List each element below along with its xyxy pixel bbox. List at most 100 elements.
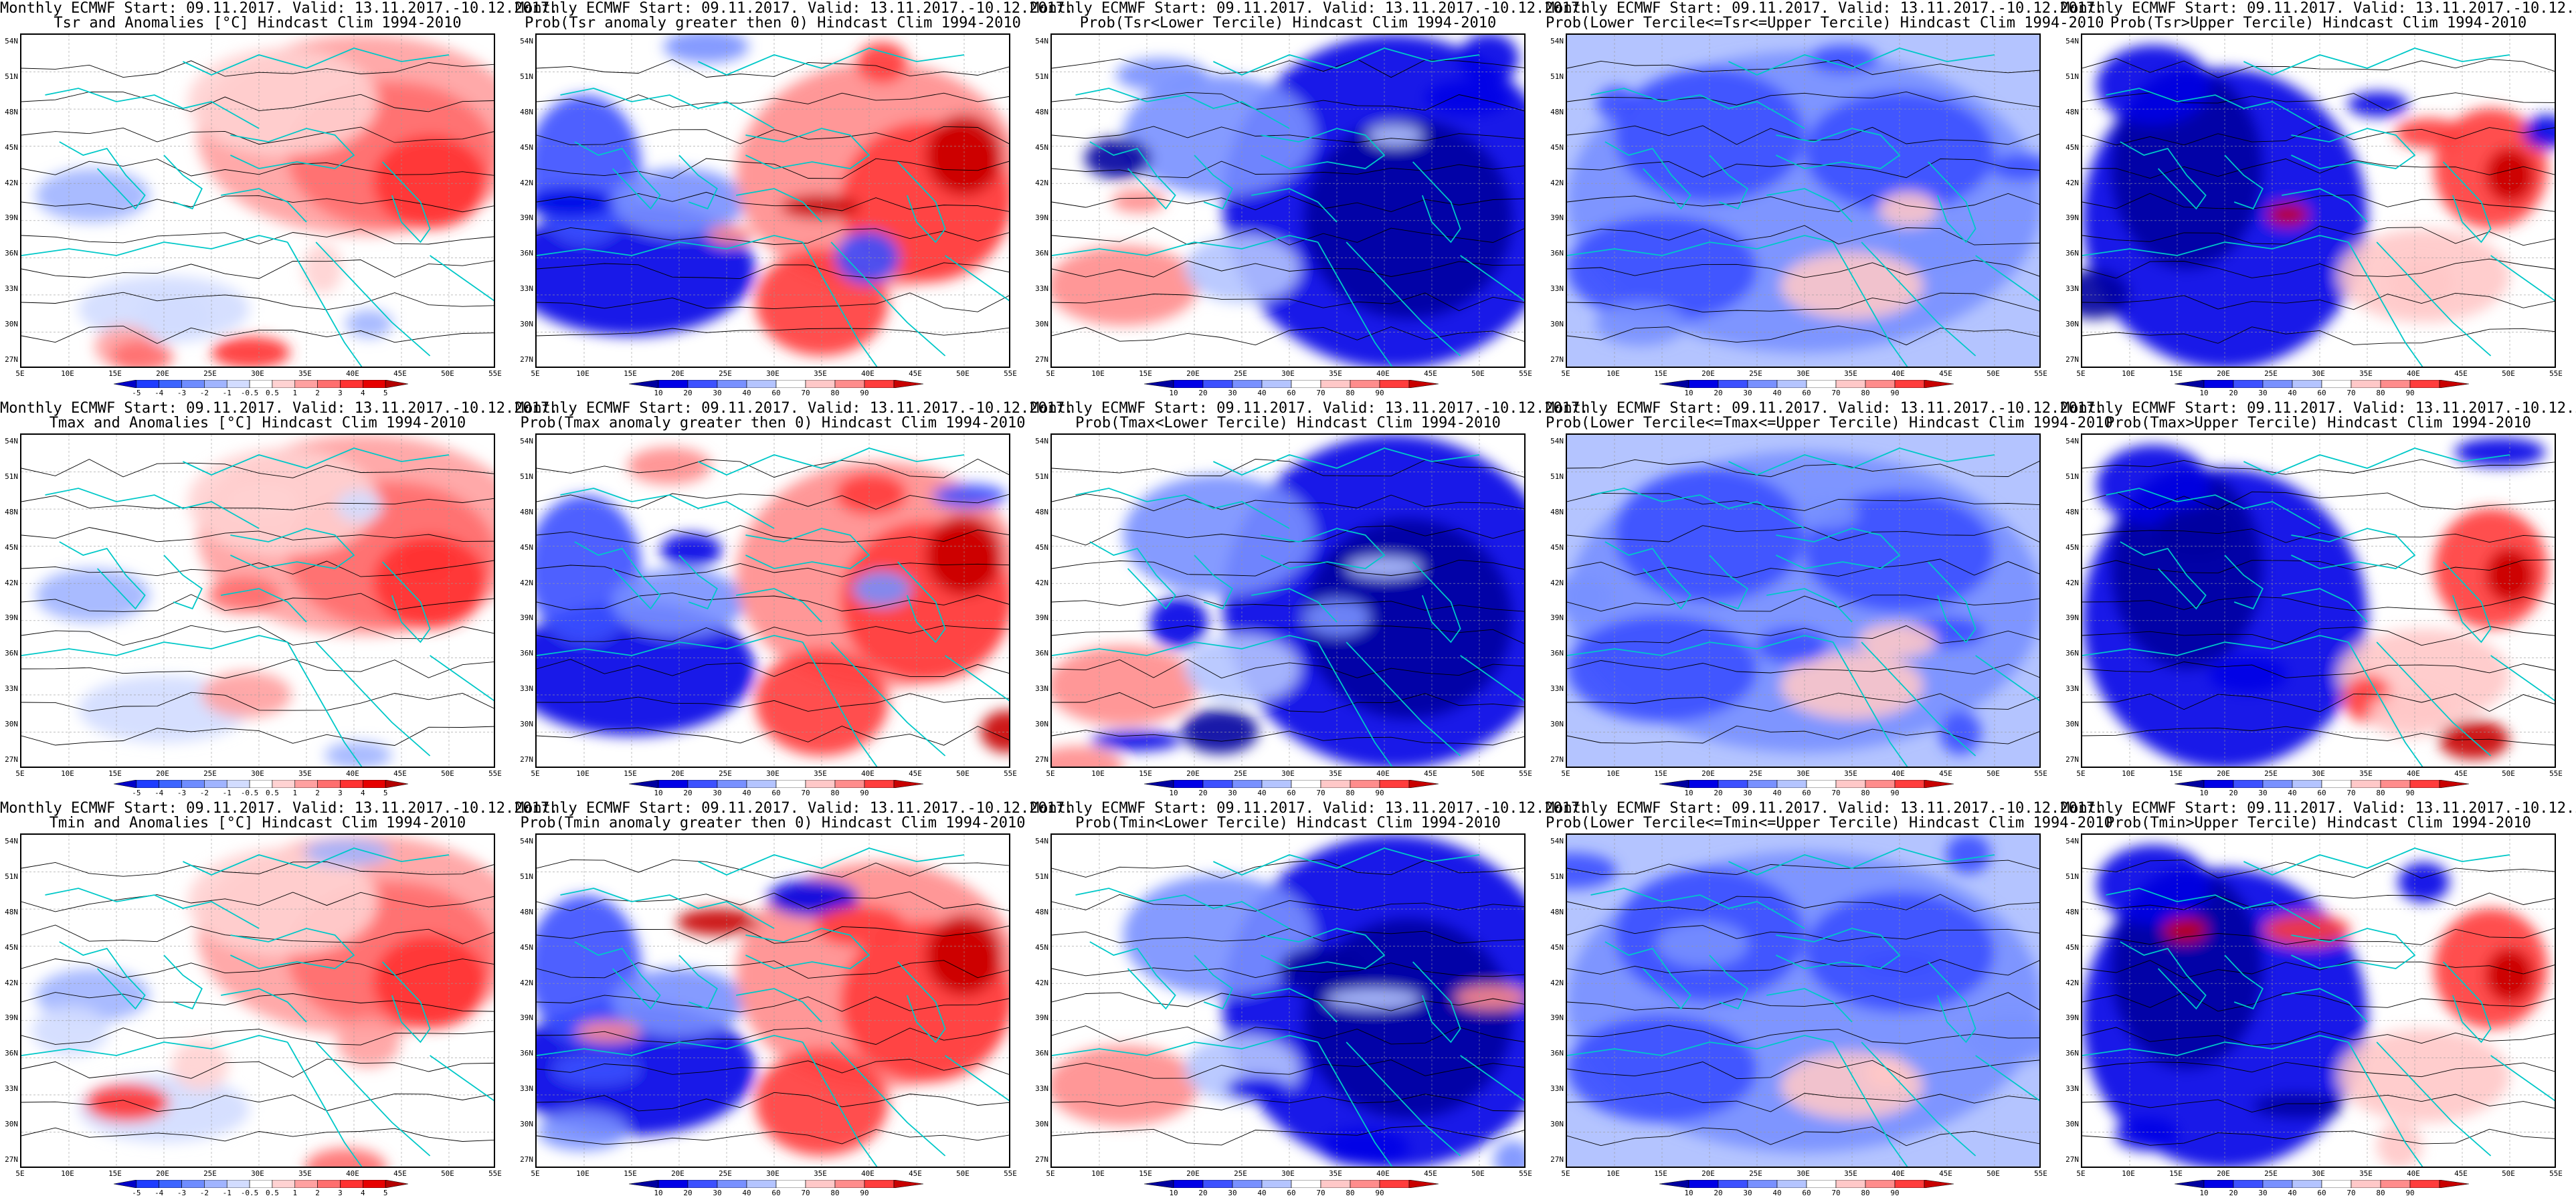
colorbar-tick-label: 60 — [1287, 1189, 1296, 1197]
colorbar-tick-label: -4 — [155, 789, 164, 797]
colorbar-tick-label: -3 — [177, 1189, 187, 1197]
colorbar-tick-label: 30 — [1228, 1189, 1237, 1197]
colorbar-tick-label: 80 — [2376, 389, 2385, 397]
colorbar-swatch — [2233, 780, 2264, 788]
colorbar-tick-label: 40 — [2288, 789, 2297, 797]
colorbar-swatch — [2233, 380, 2264, 388]
lat-tick-label: 42N — [1035, 578, 1048, 587]
lon-tick-label: 20E — [156, 369, 169, 378]
lat-tick-label: 51N — [5, 72, 18, 81]
lon-tick-label: 30E — [251, 369, 264, 378]
map-fill — [21, 835, 494, 1167]
lon-tick-label: 40E — [861, 369, 875, 378]
panel-title: Monthly ECMWF Start: 09.11.2017. Valid: … — [1030, 400, 1589, 417]
lon-tick-label: 35E — [1844, 1169, 1857, 1178]
lon-tick-label: 20E — [1186, 769, 1200, 778]
lat-tick-label: 48N — [1550, 107, 1564, 116]
colorbar-tick-label: 0.5 — [265, 389, 279, 397]
lat-tick-label: 42N — [2065, 978, 2079, 987]
panel-subtitle: Prob(Tsr>Upper Tercile) Hindcast Clim 19… — [2110, 15, 2527, 31]
lon-tick-label: 50E — [956, 1169, 970, 1178]
lon-tick-label: 35E — [814, 1169, 827, 1178]
lon-tick-label: 30E — [766, 369, 779, 378]
colorbar-tick-label: 60 — [1802, 389, 1811, 397]
colorbar-swatch — [159, 380, 182, 388]
colorbar-tick-label: -1 — [222, 1189, 232, 1197]
colorbar-swatch — [1747, 780, 1778, 788]
lon-tick-label: 40E — [2407, 769, 2420, 778]
lon-tick-label: 45E — [1424, 1169, 1437, 1178]
lat-tick-label: 51N — [5, 872, 18, 881]
lat-tick-label: 54N — [5, 37, 18, 45]
colorbar-tick-label: 3 — [338, 389, 343, 397]
colorbar — [2175, 380, 2469, 388]
lat-tick-label: 39N — [5, 613, 18, 623]
colorbar-tick-label: 20 — [1198, 389, 1208, 397]
colorbar-swatch — [2175, 780, 2205, 788]
lat-tick-label: 27N — [520, 755, 533, 764]
colorbar-tick-label: 0.5 — [265, 1189, 279, 1197]
colorbar-tick-label: 70 — [2347, 1189, 2356, 1197]
colorbar-swatch — [2292, 380, 2322, 388]
colorbar-tick-label: 90 — [860, 789, 869, 797]
colorbar-tick-label: 10 — [654, 389, 663, 397]
colorbar-swatch — [1144, 1180, 1174, 1188]
colorbar-tick-label: 30 — [713, 789, 722, 797]
map-panel: Monthly ECMWF Start: 09.11.2017. Valid: … — [515, 0, 1073, 400]
colorbar-swatch — [1776, 380, 1807, 388]
colorbar-swatch — [159, 1180, 182, 1188]
map-fill — [1052, 35, 1524, 367]
colorbar-swatch — [2203, 380, 2234, 388]
lat-tick-label: 48N — [1035, 507, 1048, 516]
colorbar-swatch — [2262, 1180, 2293, 1188]
colorbar-swatch — [1261, 780, 1292, 788]
lon-tick-label: 35E — [814, 369, 827, 378]
map-fill — [1567, 835, 2039, 1167]
colorbar-swatch — [893, 380, 923, 388]
colorbar-tick-label: 20 — [2229, 789, 2238, 797]
colorbar-tick-label: 70 — [1316, 1189, 1325, 1197]
colorbar-swatch — [317, 1180, 341, 1188]
lat-tick-label: 33N — [1550, 684, 1564, 694]
lon-tick-label: 55E — [2549, 369, 2563, 378]
colorbar-swatch — [805, 380, 836, 388]
colorbar — [1144, 780, 1439, 788]
colorbar-swatch — [1291, 380, 1321, 388]
lat-tick-label: 51N — [1550, 72, 1564, 81]
colorbar-swatch — [363, 780, 386, 788]
map-fill — [537, 435, 1009, 767]
colorbar-swatch — [1261, 1180, 1292, 1188]
colorbar-tick-label: 20 — [683, 789, 693, 797]
colorbar-swatch — [805, 1180, 836, 1188]
colorbar-swatch — [294, 380, 318, 388]
panel-title: Monthly ECMWF Start: 09.11.2017. Valid: … — [2061, 800, 2576, 817]
map-area — [1566, 433, 2041, 768]
colorbar-tick-label: 10 — [1684, 789, 1693, 797]
lon-tick-label: 35E — [2359, 1169, 2373, 1178]
colorbar-tick-label: 10 — [1169, 1189, 1178, 1197]
colorbar-tick-label: 1 — [292, 389, 298, 397]
colorbar-swatch — [249, 780, 273, 788]
lon-tick-label: 35E — [1329, 769, 1342, 778]
map-panel: Monthly ECMWF Start: 09.11.2017. Valid: … — [0, 0, 558, 400]
map-area — [1566, 833, 2041, 1168]
colorbar-swatch — [1350, 380, 1380, 388]
map-panel: Monthly ECMWF Start: 09.11.2017. Valid: … — [0, 400, 559, 800]
lat-tick-label: 51N — [5, 472, 18, 481]
lat-tick-label: 36N — [1550, 249, 1564, 258]
map-fill — [21, 35, 494, 367]
colorbar-tick-label: 20 — [1198, 1189, 1208, 1197]
colorbar-swatch — [864, 1180, 895, 1188]
colorbar-tick-label: 90 — [1890, 389, 1900, 397]
lon-tick-label: 55E — [1004, 1169, 1017, 1178]
lon-tick-label: 20E — [2217, 1169, 2230, 1178]
map-fill — [2082, 35, 2555, 367]
colorbar-swatch — [385, 780, 408, 788]
lon-tick-label: 40E — [346, 1169, 359, 1178]
lon-tick-label: 30E — [2312, 1169, 2325, 1178]
panel-title: Monthly ECMWF Start: 09.11.2017. Valid: … — [0, 400, 559, 417]
lon-tick-label: 15E — [1654, 369, 1667, 378]
colorbar-swatch — [159, 780, 182, 788]
lon-tick-label: 10E — [1606, 369, 1620, 378]
colorbar-swatch — [136, 380, 159, 388]
